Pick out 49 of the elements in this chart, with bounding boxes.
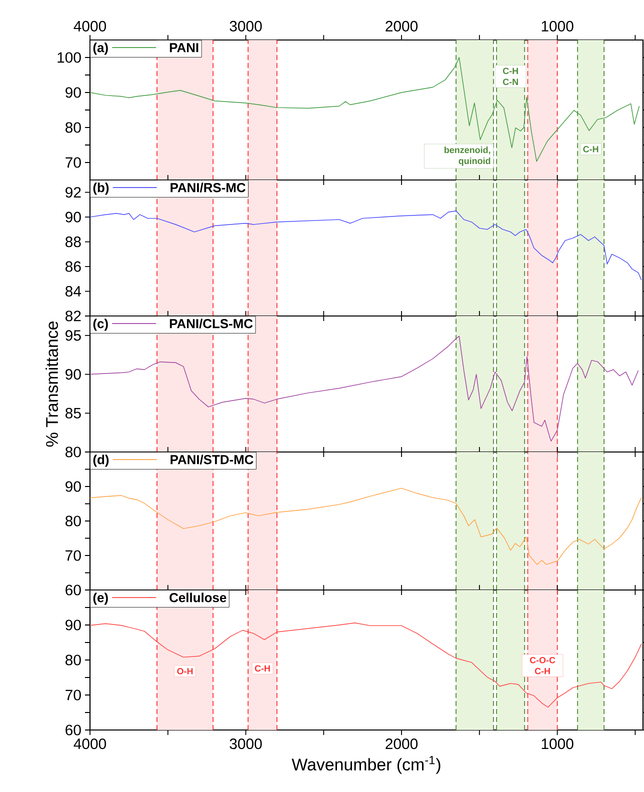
annotation: (b) — [93, 182, 109, 195]
y-tick-label: 90 — [66, 87, 81, 98]
y-tick-label: 80 — [66, 516, 81, 526]
x-tick-label: 3000 — [230, 738, 262, 750]
x2-tick-label: 2000 — [386, 20, 418, 32]
x2-tick-label: 1000 — [542, 20, 574, 32]
x2-tick-label: 3000 — [230, 20, 262, 32]
band-label: C-H — [583, 146, 598, 152]
y-tick-label: 100 — [58, 52, 81, 63]
annotation: (e) — [93, 592, 108, 605]
y-tick-label: 80 — [66, 446, 81, 458]
band-label: O-H — [177, 668, 193, 674]
x-tick-label: 1000 — [542, 738, 574, 750]
x-tick-label: 2000 — [386, 738, 418, 750]
y-axis-title: % Transmittance — [46, 322, 58, 447]
line-series — [90, 488, 642, 565]
band-label: C-H — [254, 665, 270, 672]
annotation: (c) — [93, 318, 108, 331]
x2-tick-label: 4000 — [74, 20, 106, 32]
band-label: benzenoid, quinoid — [444, 146, 490, 166]
y-tick-label: 90 — [66, 368, 81, 380]
y-tick-label: 90 — [66, 481, 81, 492]
y-tick-label: 70 — [66, 157, 81, 168]
y-tick-label: 60 — [66, 584, 81, 596]
legend-label: PANI/STD-MC — [170, 454, 254, 464]
y-tick-label: 82 — [66, 310, 81, 322]
x-tick-label: 4000 — [74, 738, 106, 750]
y-tick-label: 70 — [66, 690, 81, 700]
legend-label: PANI — [170, 43, 198, 52]
y-tick-label: 90 — [66, 212, 81, 222]
y-tick-label: 90 — [66, 620, 81, 630]
y-tick-label: 88 — [66, 236, 81, 248]
legend-label: PANI/RS-MC — [170, 182, 246, 192]
legend-label: Cellulose — [170, 592, 226, 602]
y-tick-label: 86 — [66, 261, 81, 272]
y-tick-label: 92 — [66, 187, 81, 198]
y-tick-label: 84 — [66, 286, 82, 297]
y-tick-label: 85 — [66, 408, 81, 418]
legend-label: PANI/CLS-MC — [170, 318, 253, 328]
y-tick-label: 80 — [66, 654, 81, 666]
y-tick-label: 95 — [66, 330, 81, 341]
y-tick-label: 60 — [66, 724, 81, 736]
annotation: (d) — [93, 454, 109, 467]
band-label: C-H C-N — [502, 68, 518, 86]
y-tick-label: 80 — [66, 122, 81, 133]
band-label: C-O-C C-H — [530, 656, 556, 674]
y-tick-label: 70 — [66, 550, 81, 561]
annotation: (a) — [93, 42, 108, 55]
x-axis-title: Wavenumber (cm$^{-1}$) — [292, 756, 440, 774]
